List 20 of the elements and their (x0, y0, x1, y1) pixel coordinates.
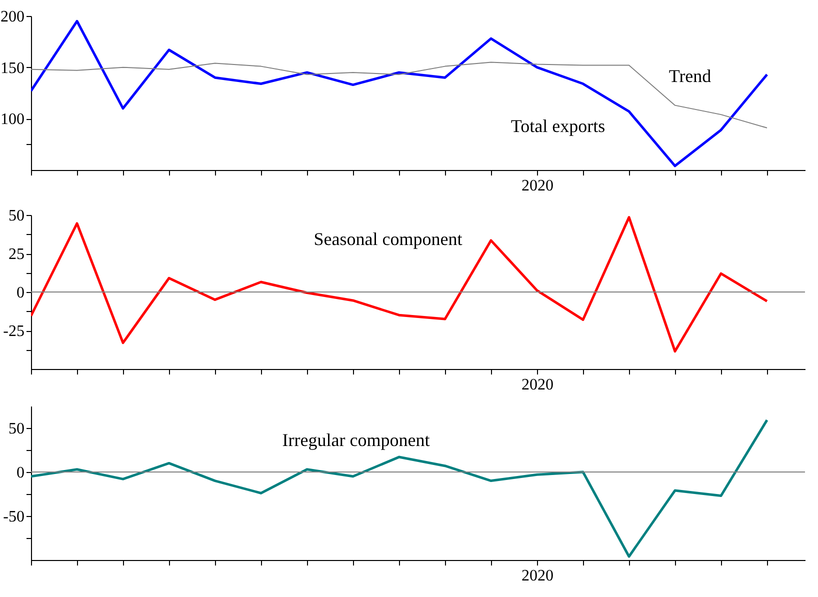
y-tick-label: -50 (3, 508, 24, 526)
y-tick-label: 50 (8, 420, 24, 438)
series-label: Irregular component (282, 430, 430, 450)
series-label: Trend (668, 66, 712, 86)
y-tick-label: 25 (8, 246, 24, 263)
x-tick-label: 2020 (522, 376, 554, 394)
y-tick-label: 50 (8, 208, 24, 224)
y-tick-label: 100 (0, 111, 24, 128)
y-tick-label: 200 (0, 8, 24, 26)
x-tick-label: 2020 (522, 568, 554, 584)
y-tick-label: 0 (16, 284, 24, 302)
line-series (31, 216, 768, 353)
line-series (31, 20, 768, 168)
y-tick-label: 150 (0, 60, 24, 77)
y-tick-label: -25 (3, 323, 24, 340)
x-tick-label: 2020 (522, 178, 554, 194)
series-label: Total exports (510, 116, 606, 136)
y-tick-label: 0 (16, 464, 24, 482)
series-label: Seasonal component (314, 229, 462, 249)
line-series (31, 418, 768, 558)
